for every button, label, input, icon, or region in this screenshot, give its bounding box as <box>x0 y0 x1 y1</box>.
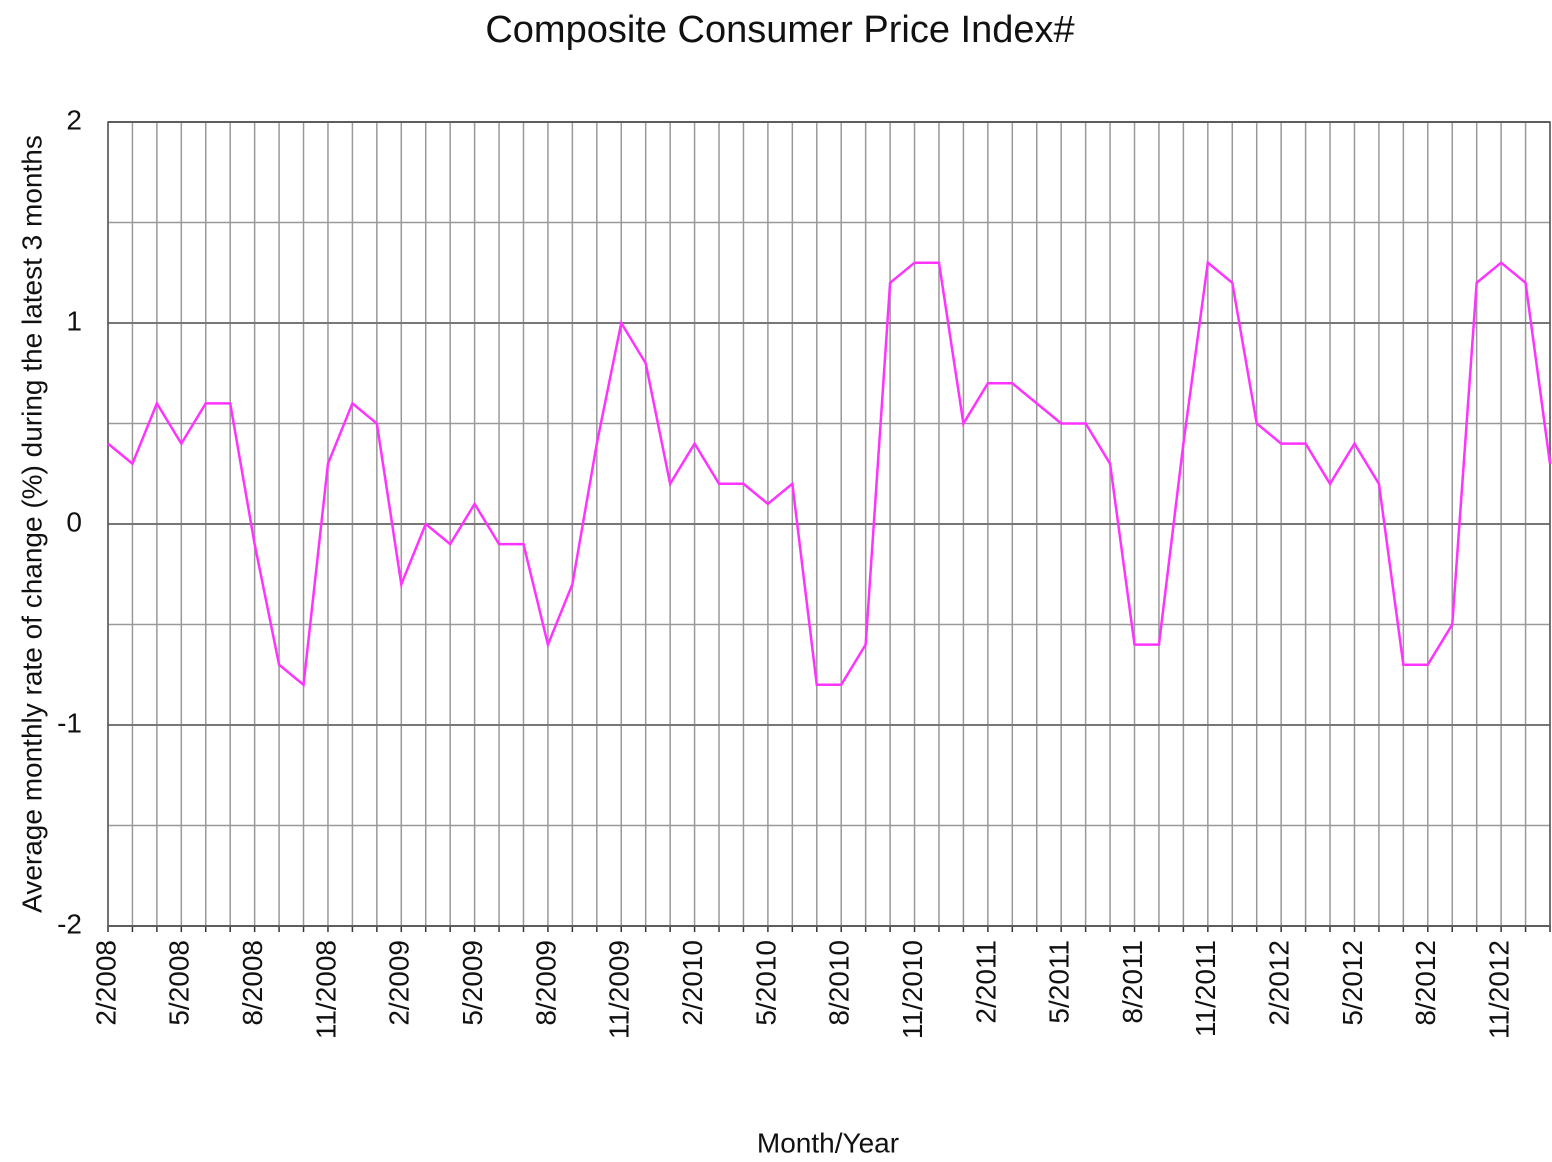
x-tick-label: 5/2010 <box>750 940 781 1026</box>
chart-title: Composite Consumer Price Index# <box>485 9 1074 51</box>
x-tick-label: 2/2009 <box>384 940 415 1026</box>
x-tick-label: 11/2008 <box>310 940 341 1039</box>
x-tick-label: 5/2008 <box>164 940 195 1026</box>
x-tick-label: 5/2009 <box>457 940 488 1026</box>
x-tick-label: 8/2009 <box>530 940 561 1026</box>
x-tick-label: 11/2012 <box>1484 940 1515 1039</box>
x-tick-label: 2/2011 <box>970 940 1001 1024</box>
y-tick-label: 0 <box>66 506 82 537</box>
x-tick-label: 8/2012 <box>1410 940 1441 1026</box>
x-tick-label: 5/2012 <box>1337 940 1368 1026</box>
y-axis-label: Average monthly rate of change (%) durin… <box>16 135 47 913</box>
x-tick-label: 11/2011 <box>1190 940 1221 1037</box>
y-tick-label: -2 <box>57 908 82 939</box>
x-tick-label: 2/2008 <box>90 940 121 1026</box>
x-axis-label: Month/Year <box>757 1127 899 1158</box>
x-tick-label: 8/2011 <box>1117 940 1148 1024</box>
y-tick-label: -1 <box>57 707 82 738</box>
x-tick-label: 11/2009 <box>604 940 635 1039</box>
x-tick-label: 2/2010 <box>677 940 708 1026</box>
x-tick-label: 2/2012 <box>1264 940 1295 1026</box>
plot-frame <box>107 121 1551 927</box>
data-line <box>107 260 1552 688</box>
y-tick-label: 2 <box>66 104 82 135</box>
x-tick-label: 8/2010 <box>824 940 855 1026</box>
x-tick-label: 8/2008 <box>237 940 268 1026</box>
x-tick-label: 11/2010 <box>897 940 928 1039</box>
x-tick-label: 5/2011 <box>1044 940 1075 1024</box>
y-tick-label: 1 <box>66 305 82 336</box>
